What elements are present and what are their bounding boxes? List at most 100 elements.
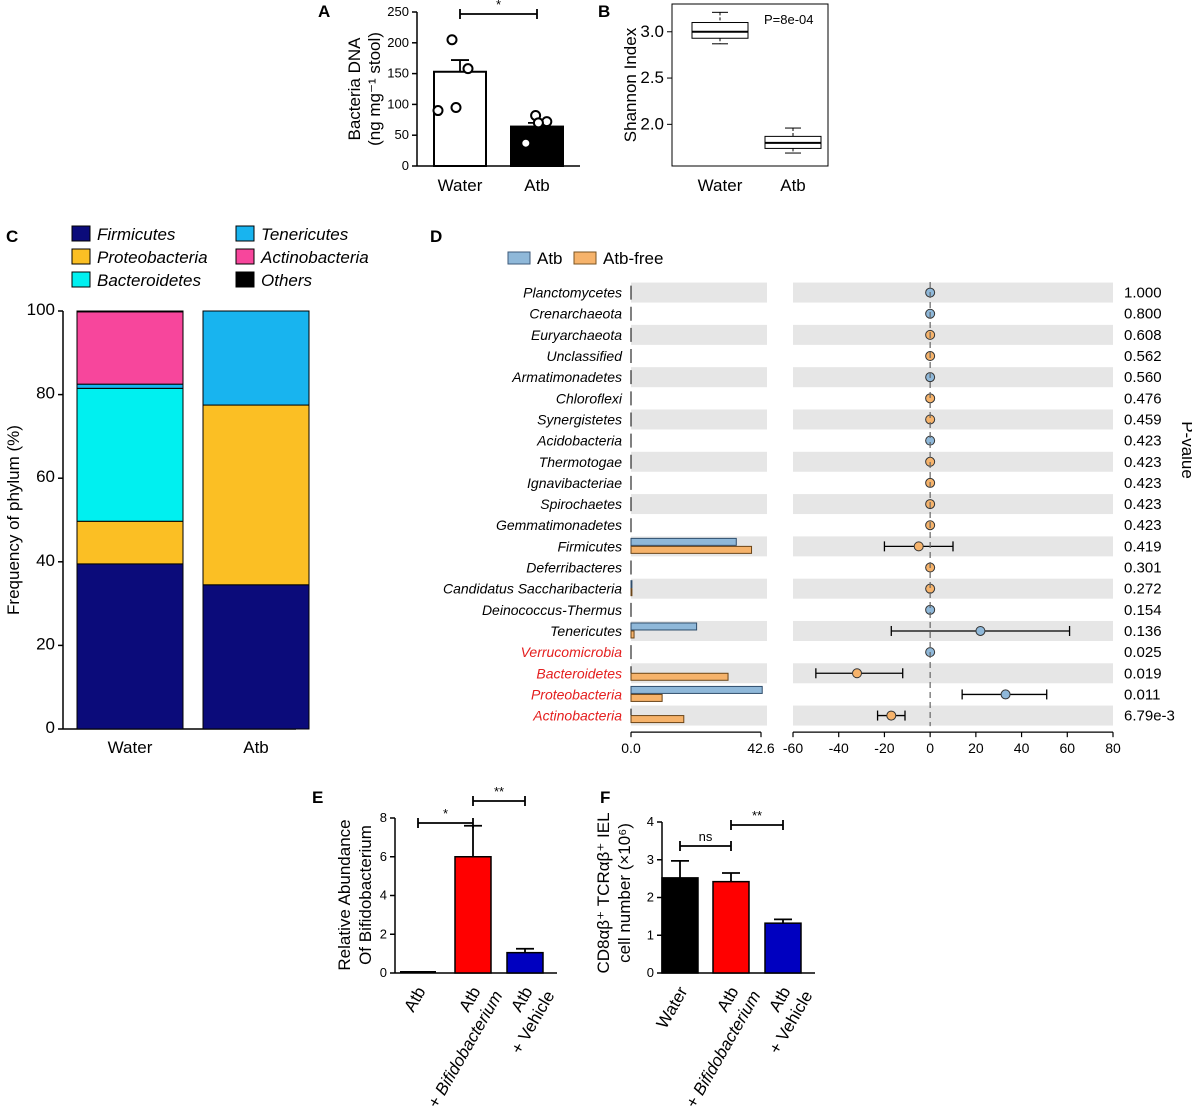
b-y-tick-label: 2.5 [640,68,664,87]
d-row-stripe-right [793,324,1113,345]
f-y-tick-label: 2 [647,890,654,905]
c-segment-proteobacteria-water [76,520,184,565]
d-row-label: Tenericutes [550,623,622,639]
a-y-tick-label: 250 [387,4,409,19]
d-right-x-tick-label: 60 [1059,740,1075,756]
d-right-x-tick-label: 20 [968,740,984,756]
panel-label-d: D [430,227,442,246]
d-p-value: 0.423 [1124,433,1162,450]
a-bar-water [433,70,487,167]
d-row-label: Synergistetes [537,411,622,427]
d-bar-atb [630,685,763,694]
c-segment-others-water [76,310,184,313]
e-y-tick-label: 4 [380,888,387,903]
a-y-tick-label: 200 [387,35,409,50]
d-row-stripe-right [793,578,1113,599]
f-y-tick-label: 0 [647,965,654,980]
d-diff-point [852,668,862,679]
panel-c-phylum-frequency-chart: 0 20 40 60 80 100 Water Atb Firmicutes Proteobact… [4,225,369,757]
c-y-tick-label: 0 [46,718,55,737]
f-bar-3 [764,922,802,974]
panel-label-a: A [318,2,330,21]
c-legend-swatch-proteobacteria [71,248,91,265]
panel-label-b: B [598,2,610,21]
e-bar-2 [454,856,492,974]
d-p-value: 0.154 [1124,602,1162,619]
a-data-point [462,63,474,75]
d-p-value: 0.019 [1124,665,1162,682]
a-data-point [450,101,462,113]
c-x-tick-label: Water [108,738,153,757]
d-row-label: Verrucomicrobia [521,644,623,660]
c-y-tick-label: 80 [36,384,55,403]
c-segment-bacteroidetes-water [76,387,184,522]
e-significance-1-label: * [443,806,448,821]
c-segment-tenericutes-atb [202,310,310,406]
f-y-tick-label: 1 [647,927,654,942]
d-p-value: 0.423 [1124,496,1162,513]
d-row-label: Bacteroidetes [536,665,622,681]
b-plot-frame [671,3,829,167]
d-legend-label-atb-free: Atb-free [603,249,663,268]
panel-d-extended-error-bar-chart: Atb Atb-free Planctomycetes 1.000 Crenarchae… [443,249,1192,756]
d-row-stripe-right [793,705,1113,726]
c-y-tick-label: 40 [36,551,55,570]
d-p-value: 0.011 [1124,686,1160,703]
c-y-tick-label: 20 [36,634,55,653]
d-row-stripe-left [631,578,767,599]
d-p-value: 0.562 [1124,348,1162,365]
d-row-stripe-right [793,451,1113,472]
d-row-stripe-left [631,282,767,303]
d-row-label: Actinobacteria [532,708,622,724]
d-row-label: Spirochaetes [540,496,622,512]
c-y-tick-label: 60 [36,467,55,486]
c-legend-label-proteobacteria: Proteobacteria [97,248,208,267]
d-bar-atb-free [630,715,685,724]
c-legend-label-tenericutes: Tenericutes [261,225,349,244]
d-row-stripe-left [631,409,767,430]
f-significance-2-label: ** [752,808,762,823]
d-p-value: 0.272 [1124,581,1162,598]
d-row-label: Armatimonadetes [511,369,622,385]
e-y-tick-label: 0 [380,965,387,980]
f-y-axis-label-line2: cell number (×10⁶) [615,823,634,963]
d-p-value: 0.560 [1124,369,1162,386]
a-y-axis-label-line1: Bacteria DNA [345,37,364,141]
a-y-tick-label: 150 [387,66,409,81]
c-legend-label-others: Others [261,271,313,290]
panel-label-c: C [6,227,18,246]
d-right-x-tick-label: 40 [1014,740,1030,756]
d-row-label: Proteobacteria [531,686,622,702]
d-row-stripe-left [631,324,767,345]
d-p-value: 0.136 [1124,623,1162,640]
f-x-tick-label: Water [653,983,692,1032]
a-y-axis-label-line2: (ng mg⁻¹ stool) [365,32,384,146]
a-data-point [532,117,544,129]
d-row-stripe-right [793,367,1113,388]
d-row-stripe-left [631,494,767,515]
c-segment-proteobacteria-atb [202,404,310,586]
d-left-x-tick-label: 42.6 [747,740,774,756]
f-bar-1 [661,877,699,974]
c-y-axis-label: Frequency of phylum (%) [4,425,23,615]
a-data-point [432,105,444,117]
c-legend-label-firmicutes: Firmicutes [97,225,176,244]
d-p-value: 1.000 [1124,285,1162,302]
a-x-tick-label: Water [438,176,483,195]
d-row-label: Thermotogae [539,454,622,470]
d-p-value: 0.423 [1124,454,1162,471]
d-bar-atb-free [630,545,753,554]
e-y-tick-label: 2 [380,926,387,941]
a-bar-atb [510,125,564,167]
e-bar-3 [506,951,544,974]
c-legend-swatch-bacteroidetes [71,271,91,288]
panel-b-shannon-index-chart: 2.0 2.5 3.0 Water Atb P=8e-04 Shannon Index [621,3,829,195]
d-bar-atb [630,537,737,546]
d-left-x-tick-label: 0.0 [621,740,641,756]
d-bar-atb [630,580,633,589]
d-legend-swatch-atb-free [573,251,597,265]
d-row-label: Candidatus Saccharibacteria [443,581,622,597]
d-p-value: 0.419 [1124,538,1162,555]
e-y-tick-label: 8 [380,810,387,825]
